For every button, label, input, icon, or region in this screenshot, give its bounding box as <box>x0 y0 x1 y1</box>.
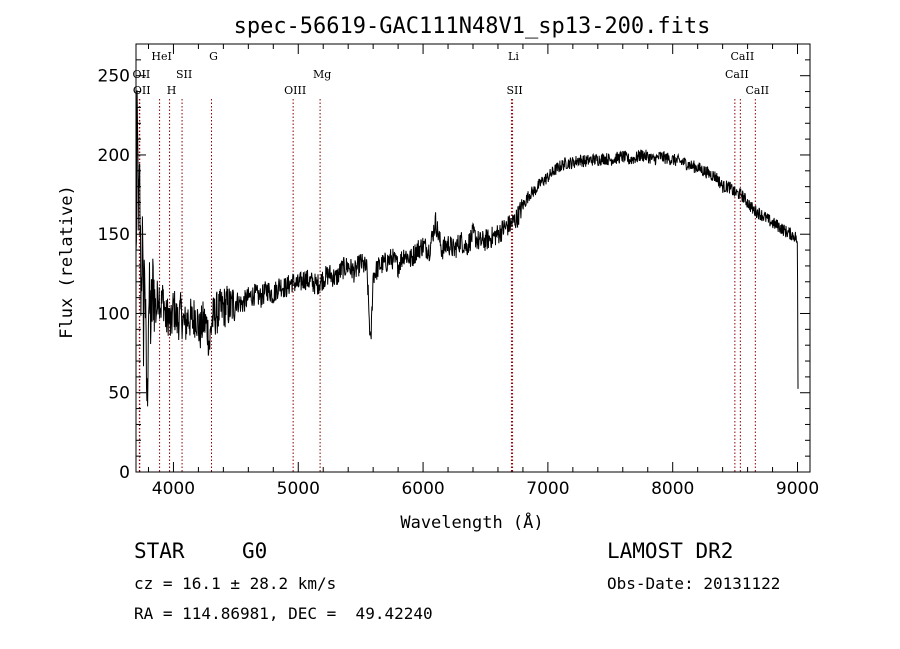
redshift-readout: cz = 16.1 ± 28.2 km/s <box>134 574 337 593</box>
y-axis-label: Flux (relative) <box>57 185 77 339</box>
spectral-line-label: SII <box>506 84 522 97</box>
observation-date: Obs-Date: 20131122 <box>607 574 781 593</box>
spectral-line-label: CaII <box>731 50 755 63</box>
spectral-line-label: Mg <box>313 68 331 81</box>
y-tick-label: 0 <box>119 463 130 483</box>
series-layer <box>135 90 799 407</box>
x-axis: 4000 5000 6000 7000 8000 9000 <box>147 44 819 499</box>
y-axis: 0 50 100 150 200 250 <box>98 59 810 483</box>
y-tick-label: 200 <box>98 146 130 166</box>
x-tick-label: 7000 <box>526 479 569 499</box>
chart-title: spec-56619-GAC111N48V1_sp13-200.fits <box>234 14 711 39</box>
x-tick-label: 6000 <box>401 479 444 499</box>
y-tick-label: 250 <box>98 67 130 87</box>
x-tick-label: 9000 <box>776 479 819 499</box>
spectrum-line <box>135 90 799 407</box>
spectral-line-label: Li <box>508 50 519 63</box>
y-tick-label: 150 <box>98 225 130 245</box>
x-axis-label: Wavelength (Å) <box>400 511 543 533</box>
spectral-line-label: OIII <box>284 84 306 97</box>
spectral-line-label: CaII <box>745 84 769 97</box>
spectral-line-label: OII <box>133 68 151 81</box>
plot-frame <box>135 43 811 473</box>
spectral-line-label: SII <box>176 68 192 81</box>
spectral-line-label: G <box>209 50 218 63</box>
object-subclass: G0 <box>242 539 268 563</box>
object-class: STAR <box>134 539 185 563</box>
spectral-line-label: HeI <box>151 50 171 63</box>
y-tick-label: 100 <box>98 304 130 324</box>
x-tick-label: 5000 <box>277 479 320 499</box>
spectral-line-label: H <box>167 84 177 97</box>
x-tick-label: 8000 <box>651 479 694 499</box>
x-tick-label: 4000 <box>152 479 195 499</box>
survey-name: LAMOST DR2 <box>607 539 734 563</box>
y-tick-label: 50 <box>108 384 130 404</box>
spectral-line-label: CaII <box>725 68 749 81</box>
coordinates-readout: RA = 114.86981, DEC = 49.42240 <box>134 604 433 623</box>
